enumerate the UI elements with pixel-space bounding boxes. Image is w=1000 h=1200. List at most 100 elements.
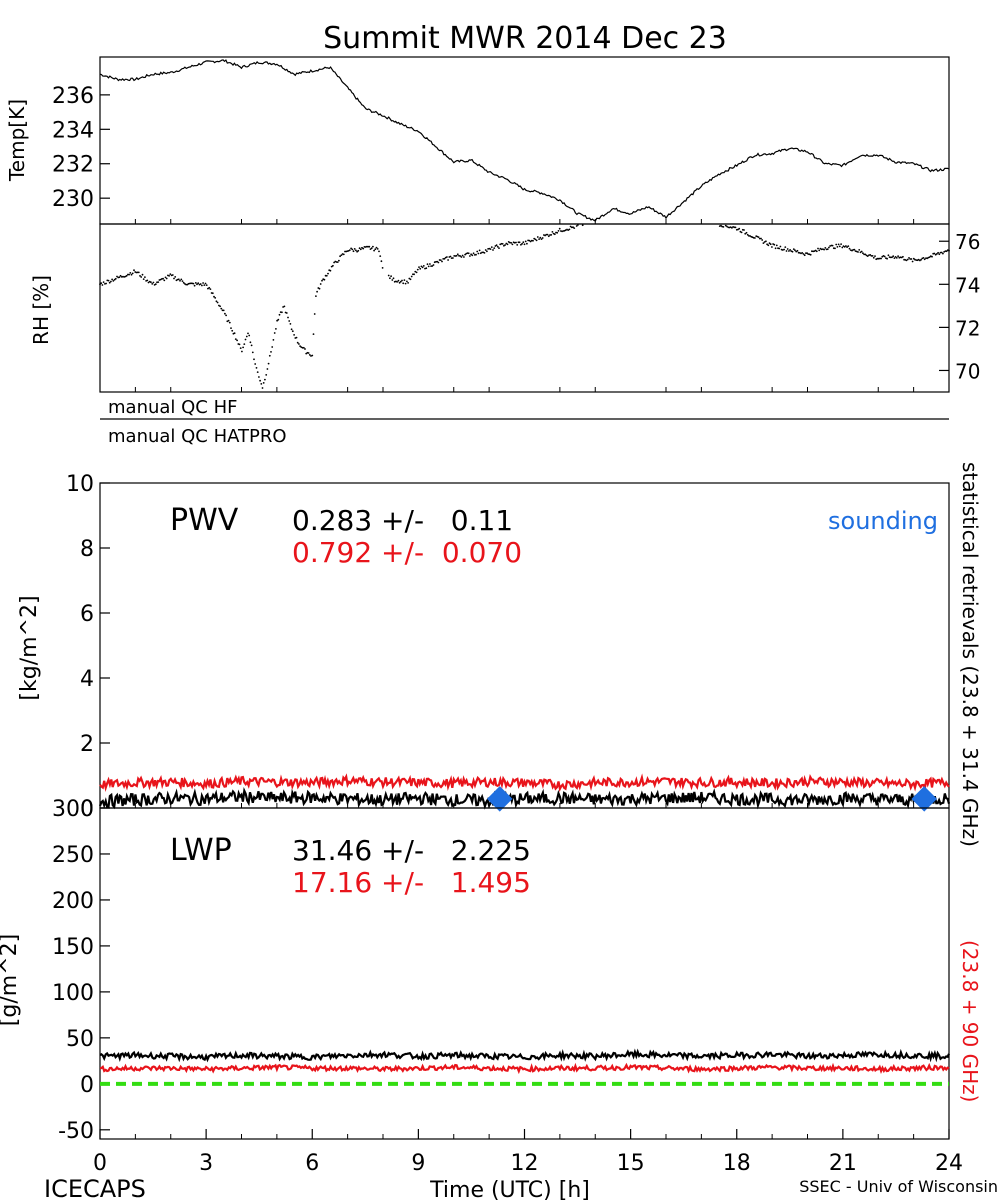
rh-point [193, 284, 196, 287]
pwv-tick-label: 2 [80, 732, 94, 757]
rh-point [278, 313, 281, 316]
rh-point [199, 283, 202, 285]
rh-point [351, 248, 354, 251]
rh-point [912, 257, 915, 260]
rh-point [275, 328, 277, 330]
rh-point [137, 271, 140, 274]
rh-point [230, 327, 232, 329]
rh-point [340, 254, 343, 256]
rh-point [478, 249, 481, 252]
rh-point [241, 350, 243, 353]
rh-point [249, 341, 252, 344]
rh-point [105, 282, 107, 285]
rh-point [461, 254, 464, 257]
rh-point [857, 251, 859, 253]
rh-point [848, 247, 851, 250]
rh-point [245, 335, 248, 338]
rh-point [277, 318, 280, 321]
rh-point [791, 250, 794, 253]
rh-point [731, 227, 733, 229]
rh-point [179, 279, 181, 282]
rh-point [111, 278, 113, 281]
rh-point [204, 282, 207, 285]
temperature-line [99, 59, 950, 222]
x-axis-label: Time (UTC) [h] [429, 1178, 590, 1200]
qc-hatpro-label: manual QC HATPRO [108, 426, 287, 447]
rh-point [213, 295, 215, 298]
rh-point [432, 264, 435, 266]
rh-point [273, 332, 276, 334]
rh-point [130, 273, 133, 276]
rh-point [99, 283, 101, 286]
lwp-tick-label: 50 [66, 1027, 94, 1052]
pwv-y-axis-label: [kg/m^2] [17, 595, 42, 700]
rh-point [557, 230, 560, 232]
rh-point [125, 274, 128, 277]
x-tick-label: 9 [411, 1151, 425, 1176]
rh-point [442, 258, 445, 260]
rh-point [815, 250, 818, 253]
rh-point [311, 354, 314, 357]
rh-point [948, 249, 950, 252]
rh-point [288, 320, 291, 322]
lwp-tick-label: 150 [52, 935, 94, 960]
rh-point [840, 243, 842, 246]
x-tick-label: 24 [935, 1151, 963, 1176]
rh-point [887, 254, 890, 257]
rh-point [287, 316, 289, 319]
rh-point [238, 343, 241, 346]
rh-point [837, 243, 840, 246]
rh-point [162, 277, 165, 280]
rh-point [316, 290, 318, 293]
rh-point [858, 249, 861, 251]
rh-point [897, 255, 899, 258]
temperature-y-axis-label: Temp[K] [5, 99, 29, 182]
rh-point [922, 257, 925, 259]
rh-point [460, 256, 463, 258]
pwv-series [98, 773, 951, 812]
rh-point [421, 266, 424, 269]
rh-point [463, 256, 465, 258]
rh-point [144, 276, 146, 278]
rh-point [943, 251, 945, 253]
pwv-tick-label: 0 [80, 797, 94, 822]
rh-point [905, 259, 908, 262]
rh-tick-label: 74 [955, 273, 980, 297]
rh-point [422, 265, 425, 267]
rh-point [774, 247, 777, 250]
rh-point [431, 265, 434, 267]
rh-point [853, 248, 856, 251]
rh-point [426, 263, 429, 266]
rh-series [99, 224, 950, 389]
rh-point [225, 314, 228, 317]
rh-point [518, 241, 521, 244]
rh-point [455, 254, 458, 257]
rh-point [101, 284, 104, 286]
x-tick-label: 12 [511, 1151, 539, 1176]
rh-point [824, 247, 827, 249]
x-axis-ticks: 0 3 6 9 12 15 18 21 24 [93, 219, 963, 1176]
rh-point [581, 224, 584, 227]
rh-point [828, 246, 830, 249]
rh-point [342, 253, 345, 256]
rh-point [291, 330, 294, 333]
lwp-stat-black: 31.46 +/- 2.225 [292, 834, 531, 867]
rh-point [133, 269, 135, 272]
temperature-panel: 230 232 234 236 Temp[K] [5, 56, 950, 225]
rh-point [441, 260, 443, 263]
rh-point [248, 334, 251, 337]
qc-section: manual QC HF manual QC HATPRO [100, 397, 949, 447]
rh-point [196, 283, 198, 286]
side-label-red: (23.8 + 90 GHz) [958, 940, 982, 1102]
rh-point [338, 259, 340, 262]
rh-point [396, 281, 398, 283]
rh-point [402, 282, 405, 285]
lwp-y-ticks: -50 0 50 100 150 200 250 300 [52, 797, 110, 1144]
lwp-tick-label: 0 [80, 1073, 94, 1098]
rh-point [333, 261, 335, 264]
rh-point [201, 284, 203, 287]
rh-point [757, 236, 760, 239]
rh-point [387, 274, 390, 277]
rh-point [876, 257, 879, 260]
